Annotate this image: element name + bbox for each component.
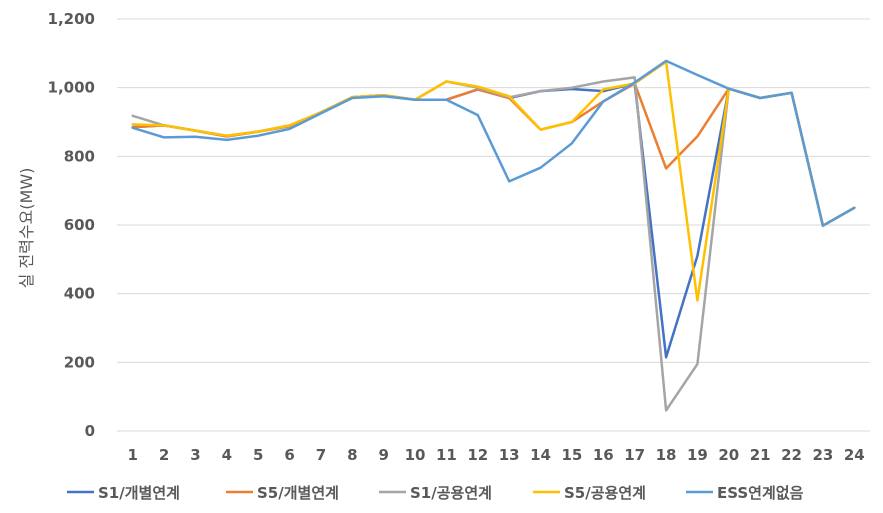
y-axis-ticks: 0 200 400 600 800 1,000 1,200 [48, 10, 95, 440]
legend-label: S5/개별연계 [257, 484, 339, 502]
x-tick-label: 12 [467, 446, 488, 464]
series-lines [131, 59, 856, 412]
x-tick-label: 20 [718, 446, 739, 464]
series-line [131, 82, 856, 227]
x-tick-label: 23 [813, 446, 834, 464]
y-tick-label: 1,000 [48, 79, 95, 97]
x-tick-label: 7 [316, 446, 326, 464]
y-tick-label: 0 [85, 422, 95, 440]
y-tick-label: 400 [64, 285, 95, 303]
legend-label: S1/개별연계 [98, 484, 180, 502]
x-tick-label: 1 [127, 446, 137, 464]
x-tick-label: 24 [844, 446, 865, 464]
y-tick-label: 800 [64, 147, 95, 165]
series-line [131, 76, 856, 412]
x-tick-label: 9 [378, 446, 388, 464]
legend-label: S1/공용연계 [410, 484, 492, 502]
x-tick-label: 6 [284, 446, 294, 464]
x-axis-ticks: 1 2 3 4 5 6 7 8 9 10 11 12 13 14 15 16 17 18 19 20 21 22 23 24 [127, 446, 864, 464]
x-tick-label: 10 [405, 446, 426, 464]
series-line [131, 60, 856, 302]
x-tick-label: 13 [499, 446, 520, 464]
x-tick-label: 16 [593, 446, 614, 464]
x-tick-label: 3 [190, 446, 200, 464]
x-tick-label: 21 [750, 446, 771, 464]
x-tick-label: 4 [222, 446, 232, 464]
gridlines [117, 18, 870, 432]
series-line [131, 82, 856, 359]
x-tick-label: 14 [530, 446, 551, 464]
legend-label: ESS연계없음 [717, 484, 804, 502]
legend-label: S5/공용연계 [564, 484, 646, 502]
x-tick-label: 8 [347, 446, 357, 464]
x-tick-label: 15 [562, 446, 583, 464]
y-axis-title: 실 전력수요(MW) [17, 168, 36, 289]
x-tick-label: 22 [781, 446, 802, 464]
legend: S1/개별연계 S5/개별연계 S1/공용연계 S5/공용연계 ESS연계없음 [67, 484, 804, 502]
x-tick-label: 5 [253, 446, 263, 464]
y-tick-label: 1,200 [48, 10, 95, 28]
y-tick-label: 200 [64, 353, 95, 371]
x-tick-label: 2 [159, 446, 169, 464]
x-tick-label: 11 [436, 446, 457, 464]
y-tick-label: 600 [64, 216, 95, 234]
x-tick-label: 17 [624, 446, 645, 464]
x-tick-label: 18 [656, 446, 677, 464]
x-tick-label: 19 [687, 446, 708, 464]
series-line [131, 59, 856, 227]
